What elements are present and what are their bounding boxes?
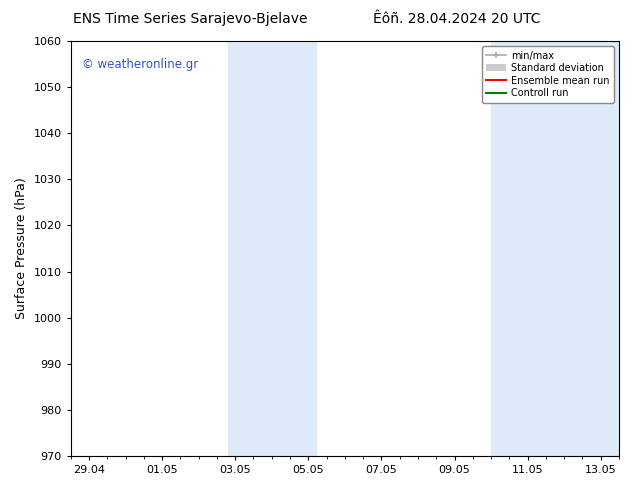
Text: © weatheronline.gr: © weatheronline.gr bbox=[82, 58, 198, 71]
Bar bbox=[491, 41, 619, 456]
Bar bbox=[228, 41, 316, 456]
Legend: min/max, Standard deviation, Ensemble mean run, Controll run: min/max, Standard deviation, Ensemble me… bbox=[482, 46, 614, 103]
Text: ENS Time Series Sarajevo-Bjelave: ENS Time Series Sarajevo-Bjelave bbox=[73, 12, 307, 26]
Text: Êôñ. 28.04.2024 20 UTC: Êôñ. 28.04.2024 20 UTC bbox=[373, 12, 540, 26]
Y-axis label: Surface Pressure (hPa): Surface Pressure (hPa) bbox=[15, 178, 28, 319]
